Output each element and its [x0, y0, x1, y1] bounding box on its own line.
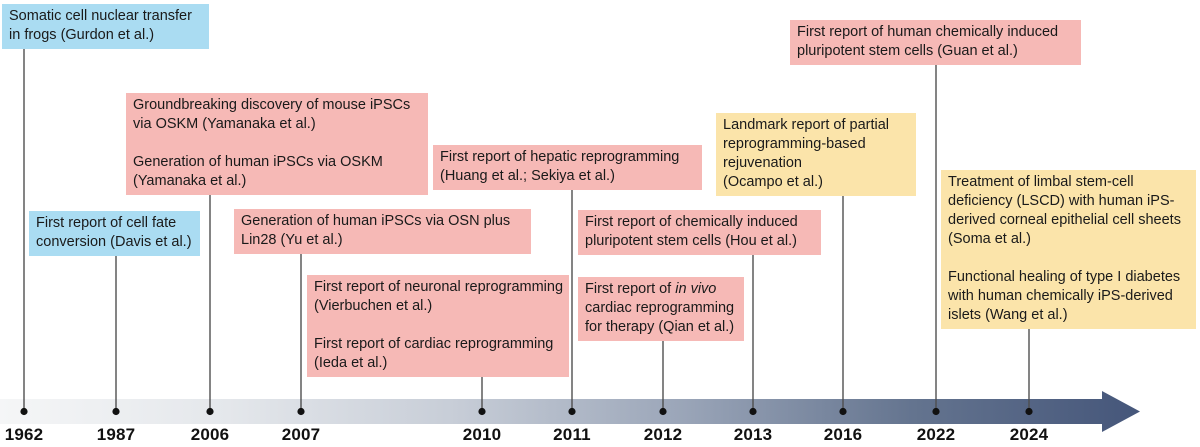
milestone-text: Groundbreaking discovery of mouse iPSCs v… — [133, 97, 411, 132]
timeline-dot-2012 — [659, 407, 667, 416]
milestone-text: First report of cell fate conversion (Dav… — [36, 215, 192, 250]
year-label-2007: 2007 — [281, 425, 321, 444]
milestone-text: First report of cardiac reprogramming (Ie… — [314, 336, 554, 371]
milestone-text: Functional healing of type I diabetes wit… — [948, 269, 1181, 323]
milestone-text: Generation of human iPSCs via OSKM (Yaman… — [133, 154, 383, 189]
milestone-text: First report of chemically induced plurip… — [585, 214, 798, 249]
milestone-box-1987: First report of cell fate conversion (Dav… — [29, 211, 200, 256]
year-label-1987: 1987 — [96, 425, 136, 444]
timeline-dot-2006 — [206, 407, 214, 416]
milestone-text: Treatment of limbal stem-cell deficiency … — [948, 174, 1181, 247]
milestone-text: First report of neuronal reprogramming (V… — [314, 279, 564, 314]
year-label-2012: 2012 — [643, 425, 683, 444]
milestone-box-2010: First report of neuronal reprogramming (V… — [307, 275, 569, 377]
year-label-2022: 2022 — [916, 425, 956, 444]
milestone-text: Generation of human iPSCs via OSN plus Li… — [241, 213, 511, 248]
year-label-2006: 2006 — [190, 425, 230, 444]
milestone-text: Landmark report of partial reprogramming-… — [723, 117, 890, 190]
timeline-dot-2024 — [1025, 407, 1033, 416]
milestone-text: First report of hepatic reprogramming (Hu… — [440, 149, 680, 184]
timeline-dot-2007 — [297, 407, 305, 416]
timeline-dot-2016 — [839, 407, 847, 416]
year-label-2024: 2024 — [1009, 425, 1049, 444]
milestone-box-2016: Landmark report of partial reprogramming-… — [716, 113, 916, 196]
milestone-box-2013: First report of chemically induced plurip… — [578, 210, 821, 255]
milestone-text: First report of in vivo cardiac reprogram… — [585, 281, 735, 335]
year-label-2013: 2013 — [733, 425, 773, 444]
timeline-dot-1962 — [20, 407, 28, 416]
milestone-text: First report of human chemically induced… — [797, 24, 1059, 59]
year-label-2011: 2011 — [553, 425, 591, 444]
year-label-1962: 1962 — [4, 425, 44, 444]
milestone-box-2022: First report of human chemically induced… — [790, 20, 1081, 65]
milestone-box-2006: Groundbreaking discovery of mouse iPSCs v… — [126, 93, 428, 195]
timeline-dot-2013 — [749, 407, 757, 416]
milestone-box-2011: First report of hepatic reprogramming (Hu… — [433, 145, 702, 190]
milestone-box-2007: Generation of human iPSCs via OSN plus Li… — [234, 209, 531, 254]
milestone-text: Somatic cell nuclear transfer in frogs (G… — [9, 8, 192, 43]
timeline-dot-2010 — [478, 407, 486, 416]
year-label-2010: 2010 — [462, 425, 502, 444]
milestone-box-2024: Treatment of limbal stem-cell deficiency … — [941, 170, 1196, 329]
timeline-dot-1987 — [112, 407, 120, 416]
milestone-box-1962: Somatic cell nuclear transfer in frogs (G… — [2, 4, 209, 49]
year-label-2016: 2016 — [823, 425, 863, 444]
timeline-dot-2022 — [932, 407, 940, 416]
timeline-dot-2011 — [568, 407, 576, 416]
milestone-box-2012: First report of in vivo cardiac reprogram… — [578, 277, 744, 341]
